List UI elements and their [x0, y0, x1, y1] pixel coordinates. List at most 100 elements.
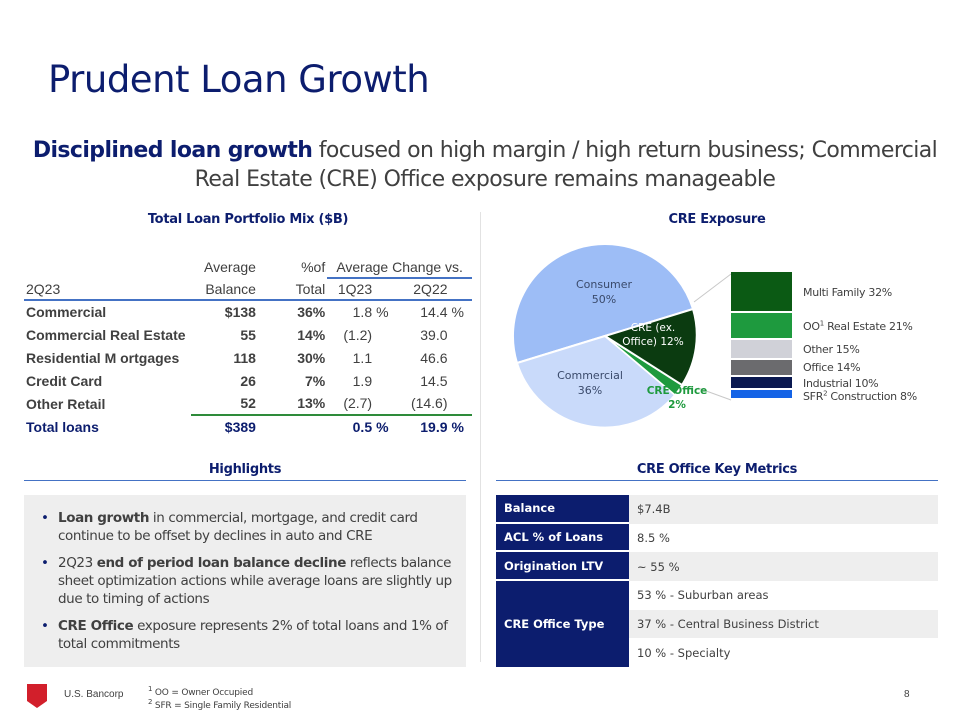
header-row-1: Average %of Average Change vs.: [24, 256, 472, 279]
footnotes: 1 OO = Owner Occupied 2 SFR = Single Fam…: [148, 685, 292, 713]
row-label: Credit Card: [26, 372, 103, 389]
breakdown-label-industrial: Industrial 10%: [803, 377, 879, 390]
pie-slice-consumer: [512, 242, 695, 365]
pie-label-consumer: Consumer 50%: [576, 278, 633, 306]
pie-label-commercial: Commercial 36%: [557, 369, 623, 397]
footnote-2: 2 SFR = Single Family Residential: [148, 698, 292, 712]
cre-exposure-title: CRE Exposure: [668, 212, 766, 227]
key-metrics-divider: [496, 480, 938, 481]
key-metrics-table: Balance $7.4B ACL % of Loans 8.5 % Origi…: [496, 495, 938, 668]
breakdown-label-sfr-construction: SFR2 Construction 8%: [803, 389, 917, 403]
row-unit: [450, 369, 472, 392]
row-balance: 118: [233, 349, 256, 366]
col-header-2q22: 2Q22: [413, 281, 448, 297]
pie-label-cre-ex-office: CRE (ex. Office) 12%: [622, 322, 683, 348]
row-change-2q22: 39.0: [420, 326, 448, 343]
metric-row: 37 % - Central Business District: [496, 609, 938, 639]
total-row: Total loans $389 0.5 % 19.9 %: [24, 414, 472, 438]
metric-value-acl: 8.5 %: [637, 531, 670, 546]
row-pct: 13%: [297, 395, 326, 411]
table-row: Credit Card 26 7% 1.9 14.5: [24, 369, 472, 392]
col-header-pct-of: %of: [301, 259, 326, 275]
metric-value-ltv: ~ 55 %: [629, 552, 938, 582]
breakdown-label-office: Office 14%: [803, 361, 861, 374]
loan-mix-title: Total Loan Portfolio Mix ($B): [147, 212, 349, 227]
highlight-item: Loan growth in commercial, mortgage, and…: [41, 509, 452, 545]
pie-label-cre-office: CRE Office 2%: [647, 385, 708, 411]
highlights-divider: [24, 480, 466, 481]
row-balance: 26: [240, 372, 256, 389]
row-pct: 36%: [297, 304, 326, 320]
row-unit: [450, 323, 472, 346]
row-change-1q23: 1.8: [352, 304, 373, 320]
connector-line-top: [693, 273, 732, 303]
metric-value-office-type: 10 % - Specialty: [637, 645, 731, 660]
row-change-1q23: 1.9: [352, 372, 373, 389]
row-pct: 7%: [305, 372, 326, 389]
table-row: Other Retail 52 13% (2.7) (14.6): [24, 392, 472, 415]
row-label: Residential M ortgages: [26, 349, 180, 366]
metric-row: ACL % of Loans 8.5 %: [496, 523, 938, 553]
total-unit: %: [374, 414, 395, 438]
row-change-2q22: 46.6: [420, 349, 448, 366]
subtitle: Disciplined loan growth focused on high …: [20, 136, 950, 194]
breakdown-bar-sfr-construction: [731, 390, 792, 398]
key-metrics-title: CRE Office Key Metrics: [636, 462, 798, 477]
col-header-average-change: Average Change vs.: [327, 256, 472, 279]
metric-label-balance: Balance: [496, 495, 629, 524]
subtitle-bold: Disciplined loan growth: [32, 138, 313, 163]
total-label: Total loans: [26, 418, 99, 435]
col-header-average: Average: [204, 259, 256, 275]
metric-label-office-type: CRE Office Type: [496, 581, 629, 668]
header-row-2: 2Q23 Balance Total 1Q23 2Q22: [24, 278, 472, 300]
metric-row: 10 % - Specialty: [496, 638, 938, 667]
row-unit: [374, 346, 394, 369]
row-change-1q23: 1.1: [352, 349, 373, 366]
row-unit: [374, 369, 394, 392]
row-unit: [450, 392, 472, 415]
breakdown-bar-office: [731, 360, 792, 375]
table-row: Commercial Real Estate 55 14% (1.2) 39.0: [24, 323, 472, 346]
row-change-2q22: 14.4: [420, 304, 448, 320]
table-row: Residential M ortgages 118 30% 1.1 46.6: [24, 346, 472, 369]
row-unit: [374, 392, 394, 415]
row-change-2q22: 14.5: [420, 372, 448, 389]
highlight-item: 2Q23 end of period loan balance decline …: [41, 554, 452, 608]
breakdown-bar-multi-family: [731, 272, 792, 311]
row-unit: %: [451, 304, 464, 320]
row-unit: [374, 323, 394, 346]
loan-mix-table: Average %of Average Change vs. 2Q23 Bala…: [24, 256, 472, 438]
row-change-1q23: (2.7): [343, 395, 373, 411]
row-balance: 52: [240, 395, 256, 411]
breakdown-bar-oo-real-estate: [731, 313, 792, 338]
row-unit: [450, 346, 472, 369]
row-label: Commercial Real Estate: [26, 326, 186, 343]
highlight-item: CRE Office exposure represents 2% of tot…: [41, 617, 452, 653]
col-header-total: Total: [295, 280, 326, 297]
metric-value-balance: $7.4B: [629, 495, 938, 524]
metric-value-office-type: 53 % - Suburban areas: [637, 588, 769, 603]
total-change-1q23: 0.5: [327, 414, 375, 438]
pie-slice-commercial: [515, 334, 677, 429]
col-header-balance: Balance: [205, 280, 256, 297]
row-unit: %: [376, 304, 389, 320]
connector-line-bottom: [697, 387, 732, 401]
breakdown-label-other: Other 15%: [803, 343, 860, 356]
row-label: Other Retail: [26, 395, 106, 412]
highlights-title: Highlights: [208, 462, 282, 477]
row-balance: $138: [224, 304, 256, 320]
metric-label-acl: ACL % of Loans: [496, 523, 629, 553]
highlights-list: Loan growth in commercial, mortgage, and…: [24, 495, 466, 667]
footnote-1: 1 OO = Owner Occupied: [148, 685, 253, 699]
us-bancorp-logo-icon: [27, 684, 47, 708]
breakdown-label-multi-family: Multi Family 32%: [803, 286, 892, 299]
metric-label-ltv: Origination LTV: [496, 552, 629, 582]
row-label: Commercial: [26, 304, 107, 320]
subtitle-rest: focused on high margin / high return bus…: [194, 138, 938, 192]
page-title: Prudent Loan Growth: [48, 58, 430, 101]
total-change-2q22: 19.9: [394, 414, 450, 438]
col-header-period: 2Q23: [26, 280, 61, 297]
breakdown-bar-other: [731, 340, 792, 358]
row-change-2q22: (14.6): [410, 395, 448, 411]
metric-row: CRE Office Type 53 % - Suburban areas: [496, 581, 938, 668]
